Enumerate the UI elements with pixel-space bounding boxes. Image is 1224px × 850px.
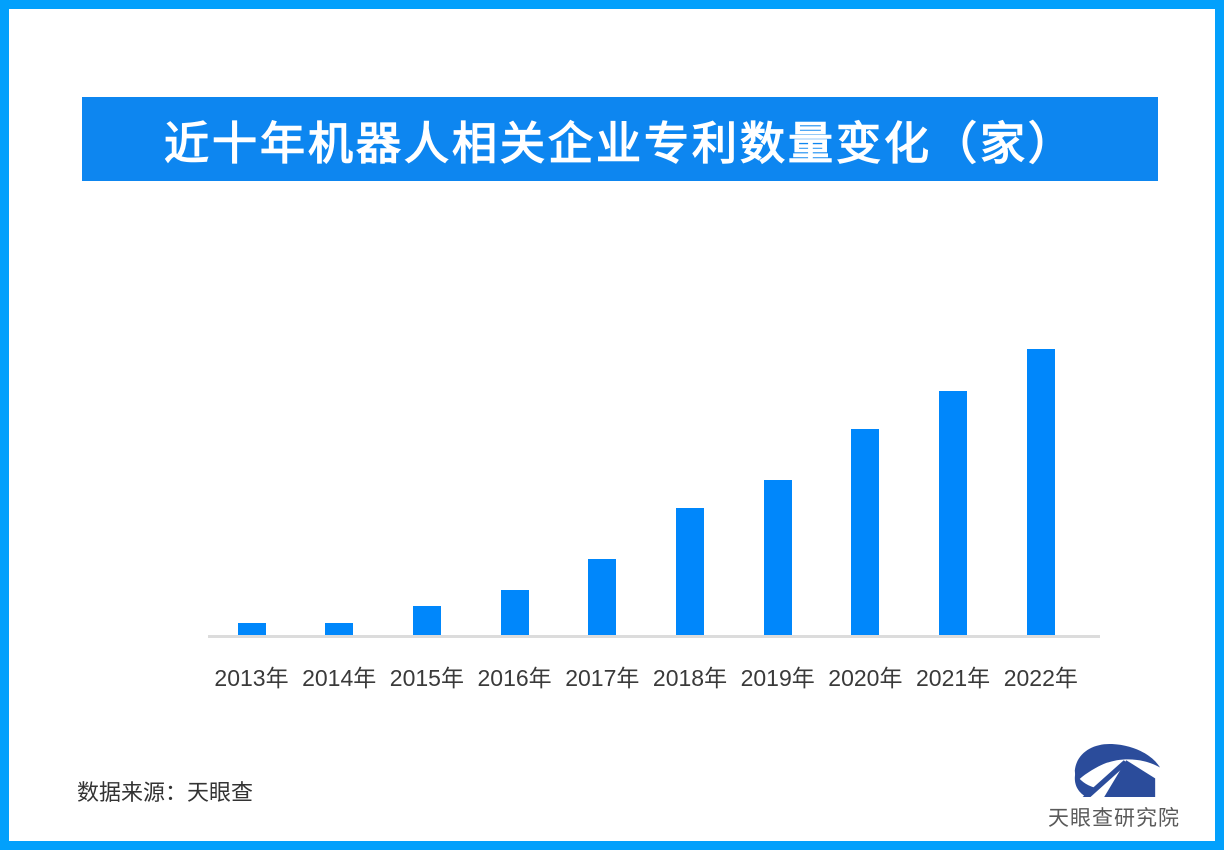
x-axis-label: 2014年 xyxy=(302,665,377,691)
x-axis-label: 2015年 xyxy=(389,665,464,691)
bar-2018年 xyxy=(676,508,704,635)
x-axis-label: 2022年 xyxy=(1003,665,1078,691)
x-axis-label: 2019年 xyxy=(740,665,815,691)
x-axis-label: 2018年 xyxy=(652,665,728,691)
tianyancha-logo-icon xyxy=(1074,743,1161,797)
bar-2022年 xyxy=(1026,349,1055,635)
chart-title-banner: 近十年机器人相关企业专利数量变化（家） xyxy=(82,97,1158,181)
data-source-note: 数据来源：天眼查 xyxy=(77,780,254,805)
x-axis-label: 2013年 xyxy=(214,665,289,691)
x-axis-label: 2020年 xyxy=(828,665,903,691)
bar-2016年 xyxy=(500,590,529,635)
x-axis-line xyxy=(208,635,1100,638)
x-axis-label: 2017年 xyxy=(565,665,640,691)
bar-2015年 xyxy=(412,606,441,635)
brand-footer: 天眼查研究院 xyxy=(1039,741,1189,832)
bar-chart xyxy=(208,347,1100,635)
x-axis-label: 2016年 xyxy=(477,665,552,691)
page-title: 近十年机器人相关企业专利数量变化（家） xyxy=(163,117,1076,169)
x-axis-labels: 2013年 2014年 2015年 2016年 2017年 2018年 2019年 2020年… xyxy=(208,659,1100,691)
bar-2013年 xyxy=(237,623,266,635)
brand-name: 天眼查研究院 xyxy=(1048,807,1180,830)
bar-2020年 xyxy=(851,429,880,635)
bar-2017年 xyxy=(588,559,617,635)
bar-2021年 xyxy=(939,391,968,635)
x-axis-label: 2021年 xyxy=(916,665,991,691)
bar-2014年 xyxy=(325,623,354,635)
bar-2019年 xyxy=(763,480,792,635)
